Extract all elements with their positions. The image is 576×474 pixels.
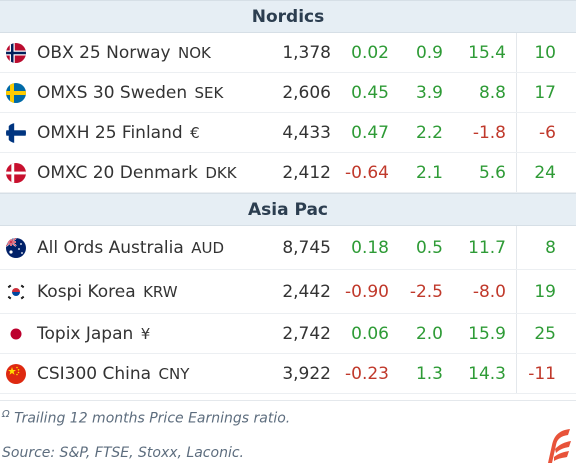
currency: NOK [178, 43, 211, 62]
currency: € [190, 123, 200, 142]
column-divider [516, 270, 517, 313]
change-1: -0.90 [345, 281, 389, 302]
column-divider [516, 113, 517, 152]
index-price: 2,412 [282, 162, 331, 183]
column-divider [516, 314, 517, 353]
table-row: OBX 25 Norway NOK 1,378 0.02 0.9 15.4 10 [0, 33, 576, 73]
change-3: 8.8 [478, 82, 506, 103]
currency: KRW [143, 282, 178, 301]
index-name: OMXH 25 Finland € [37, 122, 200, 143]
footnote-marker: Ω [2, 409, 10, 420]
change-2: 0.5 [415, 237, 443, 258]
change-1: 0.47 [351, 122, 389, 143]
table-row: OMXH 25 Finland € 4,433 0.47 2.2 -1.8 -6 [0, 113, 576, 153]
table-row: OMXS 30 Sweden SEK 2,606 0.45 3.9 8.8 17 [0, 73, 576, 113]
table-row: CSI300 China CNY 3,922 -0.23 1.3 14.3 -1… [0, 354, 576, 394]
south-korea-flag-icon [6, 281, 26, 302]
currency: ¥ [140, 324, 151, 343]
pe-ratio: 8 [545, 237, 556, 258]
finland-flag-icon [6, 122, 26, 143]
change-3: 15.9 [468, 323, 506, 344]
index-name: CSI300 China CNY [37, 363, 190, 384]
norway-flag-icon [6, 42, 26, 63]
index-price: 1,378 [282, 42, 331, 63]
index-name: OMXS 30 Sweden SEK [37, 82, 224, 103]
brand-logo-icon [548, 429, 571, 463]
change-1: 0.06 [351, 323, 389, 344]
currency: CNY [158, 364, 190, 383]
section-header-asia-pac: Asia Pac [0, 193, 576, 226]
change-2: 0.9 [415, 42, 443, 63]
currency: AUD [191, 238, 225, 257]
index-price: 2,742 [282, 323, 331, 344]
column-divider [516, 73, 517, 112]
japan-flag-icon [6, 323, 26, 344]
currency: SEK [194, 83, 224, 102]
index-price: 2,442 [282, 281, 331, 302]
index-price: 2,606 [282, 82, 331, 103]
change-2: 2.1 [415, 162, 443, 183]
change-1: -0.23 [345, 363, 389, 384]
pe-ratio: -6 [539, 122, 556, 143]
change-3: 11.7 [468, 237, 506, 258]
change-3: -1.8 [472, 122, 506, 143]
sweden-flag-icon [6, 82, 26, 103]
markets-table: Nordics OBX 25 Norway NOK 1,378 0.02 0.9… [0, 0, 576, 394]
source-note: Source: S&P, FTSE, Stoxx, Laconic. [2, 445, 244, 461]
table-row: OMXC 20 Denmark DKK 2,412 -0.64 2.1 5.6 … [0, 153, 576, 193]
footnote-text: Trailing 12 months Price Earnings ratio. [9, 410, 291, 427]
pe-ratio: 19 [534, 281, 556, 302]
index-name: OBX 25 Norway NOK [37, 42, 211, 63]
section-header-nordics: Nordics [0, 0, 576, 33]
table-row: All Ords Australia AUD 8,745 0.18 0.5 11… [0, 226, 576, 270]
table-footer: Ω Trailing 12 months Price Earnings rati… [0, 400, 576, 474]
denmark-flag-icon [6, 162, 26, 183]
change-3: 14.3 [468, 363, 506, 384]
index-name: Kospi Korea KRW [37, 281, 178, 302]
footnote: Ω Trailing 12 months Price Earnings rati… [2, 409, 290, 427]
pe-ratio: 25 [534, 323, 556, 344]
change-2: 1.3 [415, 363, 443, 384]
index-price: 3,922 [282, 363, 331, 384]
column-divider [516, 33, 517, 72]
column-divider [516, 153, 517, 192]
change-3: 5.6 [478, 162, 506, 183]
pe-ratio: -11 [528, 363, 556, 384]
change-1: 0.18 [351, 237, 389, 258]
change-1: 0.45 [351, 82, 389, 103]
change-1: 0.02 [351, 42, 389, 63]
australia-flag-icon [6, 237, 26, 258]
table-row: Topix Japan ¥ 2,742 0.06 2.0 15.9 25 [0, 314, 576, 354]
index-name: Topix Japan ¥ [37, 323, 151, 344]
index-price: 4,433 [282, 122, 331, 143]
pe-ratio: 17 [534, 82, 556, 103]
change-2: 3.9 [415, 82, 443, 103]
index-name: OMXC 20 Denmark DKK [37, 162, 237, 183]
index-name: All Ords Australia AUD [37, 237, 225, 258]
table-row: Kospi Korea KRW 2,442 -0.90 -2.5 -8.0 19 [0, 270, 576, 314]
column-divider [516, 226, 517, 269]
china-flag-icon [6, 363, 26, 384]
index-price: 8,745 [282, 237, 331, 258]
change-1: -0.64 [345, 162, 389, 183]
currency: DKK [205, 163, 237, 182]
change-2: 2.2 [415, 122, 443, 143]
pe-ratio: 10 [534, 42, 556, 63]
column-divider [516, 354, 517, 393]
pe-ratio: 24 [534, 162, 556, 183]
change-2: 2.0 [415, 323, 443, 344]
change-3: 15.4 [468, 42, 506, 63]
change-2: -2.5 [409, 281, 443, 302]
change-3: -8.0 [472, 281, 506, 302]
